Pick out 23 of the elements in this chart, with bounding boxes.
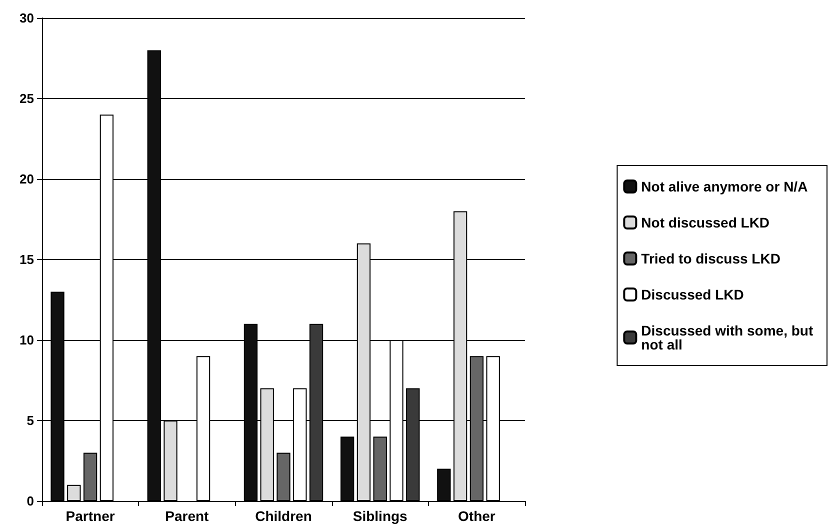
legend-label: Tried to discuss LKD — [641, 250, 780, 266]
bar — [340, 436, 354, 501]
bar — [276, 452, 290, 501]
legend-label: Not alive anymore or N/A — [641, 178, 808, 194]
x-tick-label: Parent — [165, 508, 210, 524]
y-tick-label: 25 — [20, 91, 34, 106]
legend-label: Not discussed LKD — [641, 214, 770, 230]
legend-label: Discussed with some, but not all — [641, 322, 818, 352]
y-tick-label: 15 — [20, 252, 34, 267]
x-tick-label: Other — [458, 508, 496, 524]
y-tick-label: 0 — [26, 494, 34, 508]
x-tick-label: Partner — [66, 508, 116, 524]
y-tick-label: 30 — [20, 10, 34, 26]
bar — [67, 484, 81, 501]
x-tick-label: Siblings — [352, 508, 408, 524]
y-tick-label: 10 — [20, 332, 34, 348]
bar — [83, 452, 98, 501]
legend-label: Discussed LKD — [641, 286, 744, 302]
y-tick-label: 20 — [20, 172, 34, 186]
y-tick-label: 5 — [26, 413, 34, 428]
x-tick-label: Children — [255, 508, 312, 524]
bar — [437, 468, 451, 501]
bar — [373, 436, 387, 501]
